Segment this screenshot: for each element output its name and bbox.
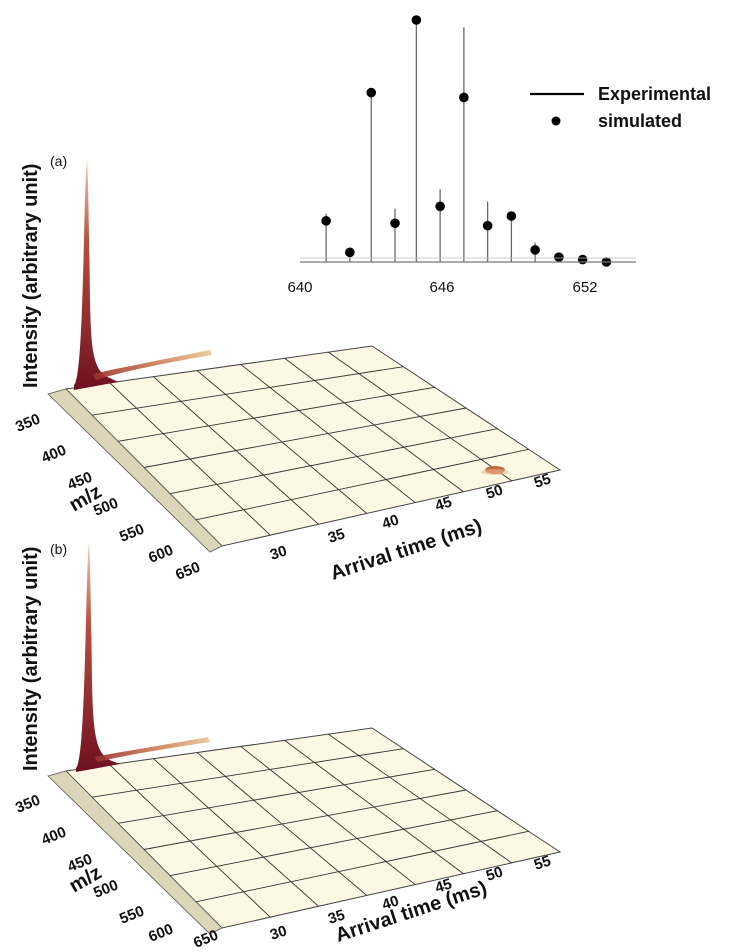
time-tick-label: 45 bbox=[433, 875, 454, 896]
grid-line-mz bbox=[143, 789, 467, 850]
floor-b bbox=[47, 727, 562, 935]
time-tick-label: 35 bbox=[326, 906, 347, 927]
time-tick-label: 45 bbox=[433, 493, 454, 514]
grid-line-mz bbox=[169, 810, 498, 877]
simulated-point bbox=[459, 92, 469, 103]
mz-tick-label: 350 bbox=[13, 792, 43, 817]
time-axis-title-a: Arrival time (ms) bbox=[328, 515, 485, 585]
simulated-point bbox=[345, 247, 355, 258]
panel-label-a: (a) bbox=[50, 153, 67, 169]
panel-a: (a) Intensity (arbitrary unit) 350 400 4… bbox=[13, 153, 562, 585]
floor-front-edge bbox=[47, 770, 223, 935]
simulated-point bbox=[321, 216, 331, 226]
time-tick-label: 35 bbox=[326, 525, 347, 546]
mz-tick-label: 600 bbox=[146, 542, 176, 567]
mz-tick-label: 600 bbox=[146, 921, 176, 946]
mz-tick-label: 550 bbox=[117, 521, 147, 546]
inset-markers bbox=[321, 15, 612, 267]
simulated-point bbox=[390, 218, 400, 229]
time-tick-label: 40 bbox=[380, 511, 401, 532]
simulated-point bbox=[577, 254, 588, 265]
time-tick-label: 30 bbox=[268, 922, 289, 943]
simulated-point bbox=[530, 245, 540, 255]
peak-ridge bbox=[94, 737, 210, 762]
panel-label-b: (b) bbox=[50, 541, 67, 557]
mz-tick-label: 350 bbox=[13, 411, 43, 436]
mz-tick-label: 400 bbox=[39, 442, 69, 467]
time-tick-label: 55 bbox=[532, 852, 553, 873]
grid-line-mz bbox=[169, 428, 498, 495]
grid-line-mz bbox=[91, 366, 404, 416]
floor-plane bbox=[64, 345, 562, 547]
grid-line-mz bbox=[143, 407, 467, 468]
grid-b bbox=[91, 733, 529, 918]
time-tick-label: 40 bbox=[380, 892, 401, 913]
inset-tick-label: 646 bbox=[429, 279, 454, 296]
simulated-point bbox=[411, 15, 422, 25]
time-ticks-b: 30 35 40 45 50 55 bbox=[268, 852, 553, 943]
simulated-point bbox=[366, 87, 377, 98]
inset-chart: 640 646 652 Experimental simulated bbox=[287, 15, 711, 296]
time-tick-label: 50 bbox=[484, 481, 505, 502]
simulated-point bbox=[506, 211, 517, 221]
time-tick-label: 50 bbox=[484, 863, 505, 884]
main-peak bbox=[76, 543, 120, 772]
peak-ridge bbox=[92, 350, 212, 380]
legend-label-simulated: simulated bbox=[598, 111, 682, 131]
z-axis-title-a: Intensity (arbitrary unit) bbox=[20, 164, 42, 388]
mz-tick-label: 400 bbox=[39, 824, 69, 849]
floor-a bbox=[47, 345, 562, 553]
grid-a bbox=[91, 351, 529, 536]
peak-a bbox=[74, 160, 509, 475]
grid-line-mz bbox=[117, 386, 435, 442]
simulated-point bbox=[482, 220, 493, 231]
grid-line-mz bbox=[91, 748, 404, 798]
grid-line-mz bbox=[195, 830, 529, 903]
time-tick-label: 30 bbox=[268, 542, 289, 563]
legend-marker-swatch bbox=[551, 116, 561, 126]
simulated-point bbox=[554, 252, 564, 262]
secondary-peak-halo bbox=[481, 469, 509, 475]
main-peak bbox=[74, 160, 118, 390]
inset-tick-label: 652 bbox=[572, 279, 597, 296]
inset-sticks bbox=[325, 20, 608, 262]
simulated-point bbox=[435, 201, 445, 212]
z-axis-title-b: Intensity (arbitrary unit) bbox=[20, 547, 42, 771]
inset-tick-label: 640 bbox=[287, 279, 312, 296]
time-tick-label: 55 bbox=[532, 470, 553, 491]
floor-front-edge bbox=[47, 388, 223, 553]
grid-line-mz bbox=[195, 448, 529, 521]
grid-line-mz bbox=[117, 768, 435, 824]
peak-b bbox=[76, 543, 210, 772]
time-ticks-a: 30 35 40 45 50 55 bbox=[268, 470, 553, 563]
mz-tick-label: 650 bbox=[173, 559, 203, 584]
mz-ticks-b: 350 400 450 500 550 600 650 bbox=[13, 792, 221, 952]
mz-tick-label: 550 bbox=[117, 903, 147, 928]
inset-legend: Experimental simulated bbox=[530, 84, 711, 131]
panel-b: (b) Intensity (arbitrary unit) 350 400 4… bbox=[13, 541, 562, 952]
legend-label-experimental: Experimental bbox=[598, 84, 711, 104]
